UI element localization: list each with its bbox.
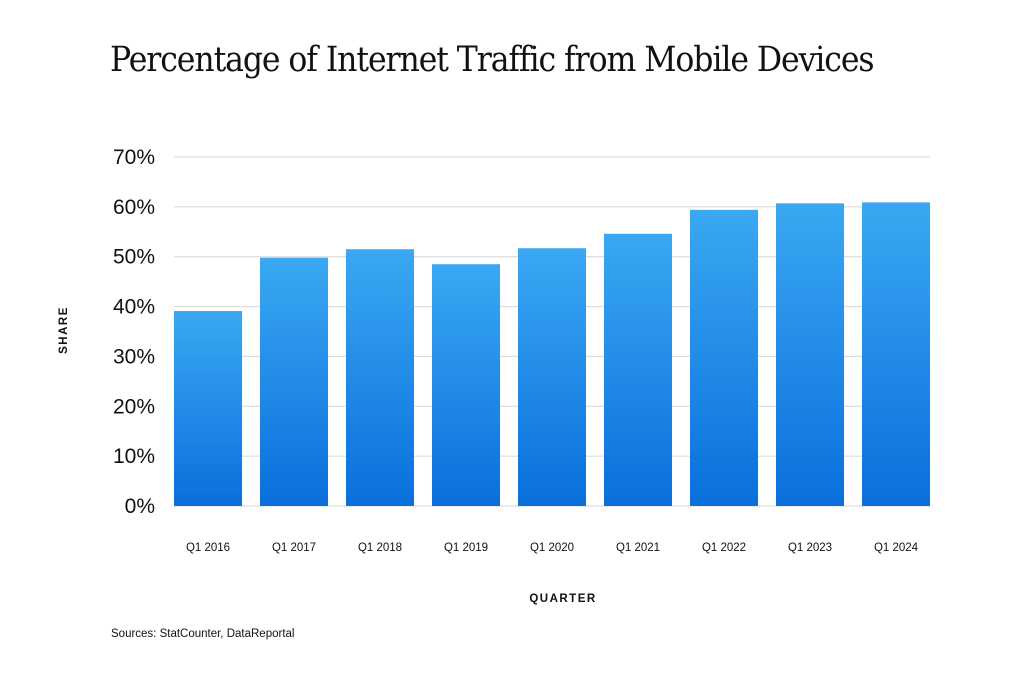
- y-axis-label: SHARE: [58, 306, 70, 354]
- bar-q1-2021: [604, 233, 672, 506]
- y-tick-label: 10%: [113, 445, 155, 468]
- x-axis-label: QUARTER: [529, 593, 596, 605]
- x-tick-label: Q1 2024: [874, 542, 919, 554]
- bar-q1-2019: [432, 264, 500, 506]
- y-tick-label: 0%: [125, 495, 155, 518]
- source-note: Sources: StatCounter, DataReportal: [111, 628, 294, 640]
- x-tick-label: Q1 2018: [358, 542, 402, 554]
- y-tick-label: 70%: [113, 146, 155, 169]
- x-tick-label: Q1 2017: [272, 542, 316, 554]
- x-tick-label: Q1 2016: [186, 542, 230, 554]
- x-tick-label: Q1 2023: [788, 542, 832, 554]
- bar-q1-2023: [776, 203, 844, 507]
- y-tick-label: 50%: [113, 246, 155, 269]
- bar-q1-2017: [260, 257, 328, 506]
- x-tick-label: Q1 2020: [530, 542, 574, 554]
- bar-q1-2016: [174, 311, 242, 506]
- bar-q1-2020: [518, 248, 586, 506]
- x-tick-label: Q1 2022: [702, 542, 746, 554]
- bar-q1-2018: [346, 249, 414, 506]
- bar-q1-2022: [690, 209, 758, 506]
- y-tick-label: 30%: [113, 345, 155, 368]
- chart-title: Percentage of Internet Traffic from Mobi…: [110, 40, 875, 80]
- y-tick-label: 20%: [113, 395, 155, 418]
- x-tick-label: Q1 2019: [444, 542, 488, 554]
- y-tick-label: 40%: [113, 296, 155, 319]
- x-tick-label: Q1 2021: [616, 542, 660, 554]
- bar-q1-2024: [862, 202, 930, 506]
- y-tick-label: 60%: [113, 196, 155, 219]
